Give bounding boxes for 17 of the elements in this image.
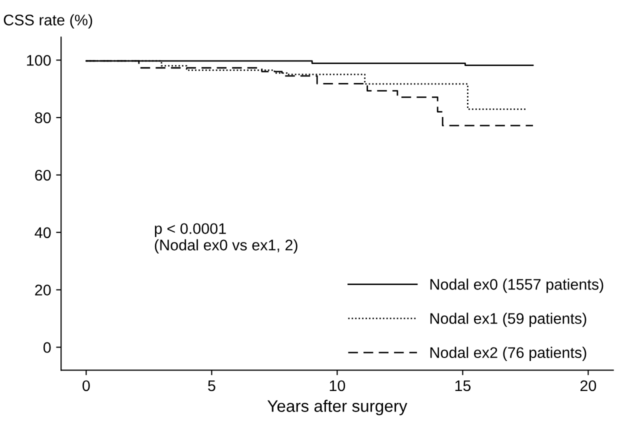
- y-tick-label: 40: [34, 227, 51, 238]
- y-axis-title: CSS rate (%): [4, 14, 92, 28]
- x-tick-label: 10: [330, 380, 346, 392]
- y-tick-label: 0: [43, 342, 51, 353]
- y-tick-label: 100: [27, 54, 51, 66]
- x-tick-label: 0: [82, 380, 90, 392]
- legend-label: Nodal ex1 (59 patients): [430, 312, 586, 327]
- x-axis-title: Years after surgery: [267, 400, 408, 416]
- y-tick-label: 80: [35, 112, 51, 124]
- y-tick-label: 20: [35, 284, 51, 296]
- x-tick-label: 15: [455, 380, 471, 392]
- x-tick-label: 20: [580, 380, 596, 392]
- legend-label: Nodal ex2 (76 patients): [430, 346, 586, 362]
- annotation: p < 0.0001 (Nodal ex0 vs ex1, 2): [154, 223, 298, 254]
- legend-label: Nodal ex0 (1557 patients): [430, 278, 604, 293]
- y-tick-label: 60: [35, 170, 51, 181]
- x-tick-label: 5: [208, 380, 216, 392]
